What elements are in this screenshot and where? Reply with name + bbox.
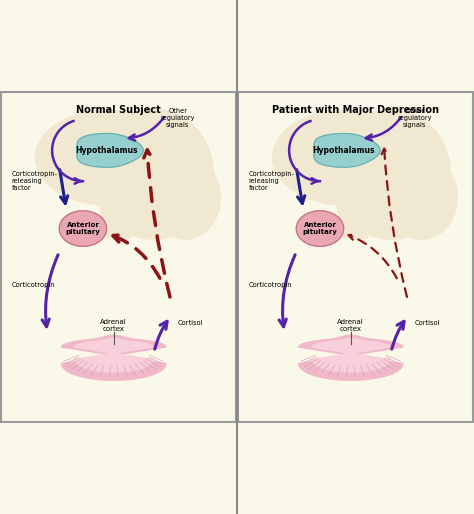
Text: Hypothalamus: Hypothalamus: [312, 146, 375, 155]
Ellipse shape: [386, 156, 457, 239]
Polygon shape: [59, 211, 107, 246]
Ellipse shape: [332, 109, 450, 239]
Polygon shape: [337, 186, 374, 238]
Ellipse shape: [273, 110, 415, 205]
Polygon shape: [75, 338, 153, 372]
Polygon shape: [100, 186, 137, 238]
Text: Other
regulatory
signals: Other regulatory signals: [161, 108, 195, 127]
Ellipse shape: [334, 181, 377, 210]
Text: Adrenal
cortex: Adrenal cortex: [100, 319, 127, 332]
Polygon shape: [77, 134, 143, 167]
Text: Corticotropin: Corticotropin: [12, 282, 55, 288]
Polygon shape: [296, 211, 344, 246]
Text: Hypothalamus: Hypothalamus: [75, 146, 138, 155]
Text: Anterior
pituitary: Anterior pituitary: [302, 222, 337, 235]
Text: Corticotropin-
releasing
factor: Corticotropin- releasing factor: [12, 171, 58, 191]
Polygon shape: [314, 134, 380, 167]
Text: Other
regulatory
signals: Other regulatory signals: [398, 108, 432, 127]
Text: Patient with Major Depression: Patient with Major Depression: [272, 105, 439, 115]
Polygon shape: [311, 338, 390, 372]
Polygon shape: [299, 335, 403, 380]
Text: Cortisol: Cortisol: [178, 320, 203, 326]
Polygon shape: [62, 335, 166, 380]
Ellipse shape: [97, 181, 140, 210]
Text: Anterior
pituitary: Anterior pituitary: [65, 222, 100, 235]
Text: Adrenal
cortex: Adrenal cortex: [337, 319, 364, 332]
Ellipse shape: [36, 110, 178, 205]
Text: Corticotropin-
releasing
factor: Corticotropin- releasing factor: [249, 171, 295, 191]
Text: Corticotropin: Corticotropin: [249, 282, 292, 288]
Ellipse shape: [95, 109, 213, 239]
Ellipse shape: [149, 156, 220, 239]
Text: Cortisol: Cortisol: [415, 320, 440, 326]
Text: Normal Subject: Normal Subject: [76, 105, 161, 115]
